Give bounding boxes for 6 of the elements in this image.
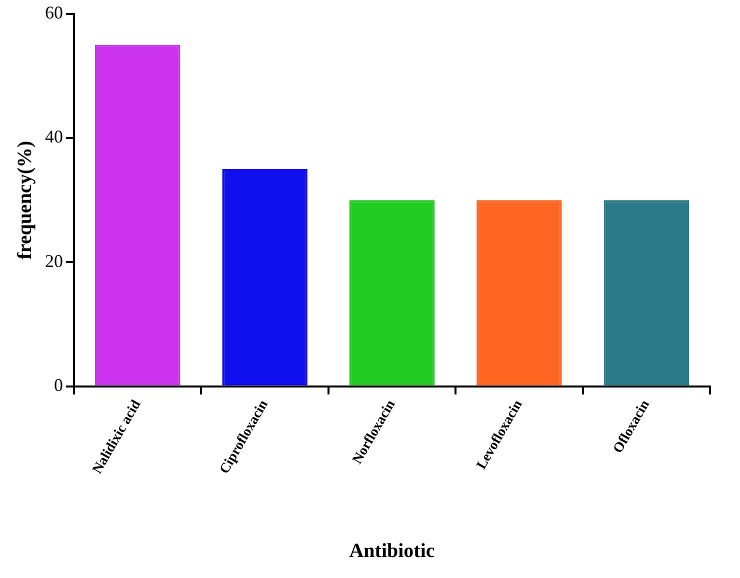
x-axis-title: Antibiotic (349, 540, 435, 562)
y-tick-label: 60 (45, 2, 63, 23)
y-axis-title: frequency(%) (14, 140, 36, 260)
y-tick-label: 40 (45, 126, 63, 147)
y-tick-label: 20 (45, 250, 63, 271)
y-tick-label: 0 (54, 375, 63, 396)
